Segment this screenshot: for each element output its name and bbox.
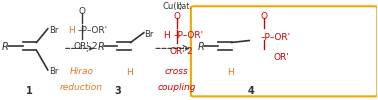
- Text: cat.: cat.: [175, 2, 192, 11]
- Text: cross: cross: [165, 67, 189, 76]
- Text: O: O: [261, 12, 268, 20]
- Text: 3: 3: [114, 86, 121, 96]
- Text: O: O: [174, 12, 180, 20]
- Text: Br: Br: [49, 26, 58, 35]
- Text: Br: Br: [49, 67, 58, 76]
- Text: OR': OR': [274, 53, 290, 62]
- Text: H: H: [227, 68, 234, 77]
- Text: 4: 4: [248, 86, 254, 96]
- Text: 2: 2: [91, 42, 97, 51]
- Text: R: R: [2, 42, 8, 52]
- Text: O: O: [78, 7, 85, 16]
- Text: OR': OR': [74, 42, 90, 51]
- Text: 1: 1: [26, 86, 32, 96]
- Text: –P–OR': –P–OR': [78, 26, 108, 35]
- Text: OR': OR': [169, 47, 185, 56]
- Text: R: R: [197, 42, 204, 52]
- Text: H: H: [163, 31, 170, 40]
- Text: coupling: coupling: [158, 83, 196, 92]
- Text: Br: Br: [144, 30, 154, 39]
- Text: H: H: [68, 26, 74, 35]
- Text: reduction: reduction: [60, 83, 103, 92]
- Text: Hirao: Hirao: [70, 67, 94, 76]
- Text: R: R: [98, 42, 105, 52]
- Text: –P–OR': –P–OR': [260, 33, 291, 42]
- Text: H: H: [126, 68, 133, 77]
- Text: Cu(I): Cu(I): [163, 2, 183, 11]
- Text: 2: 2: [186, 47, 192, 56]
- Text: –P–OR': –P–OR': [173, 31, 203, 40]
- FancyBboxPatch shape: [191, 6, 377, 96]
